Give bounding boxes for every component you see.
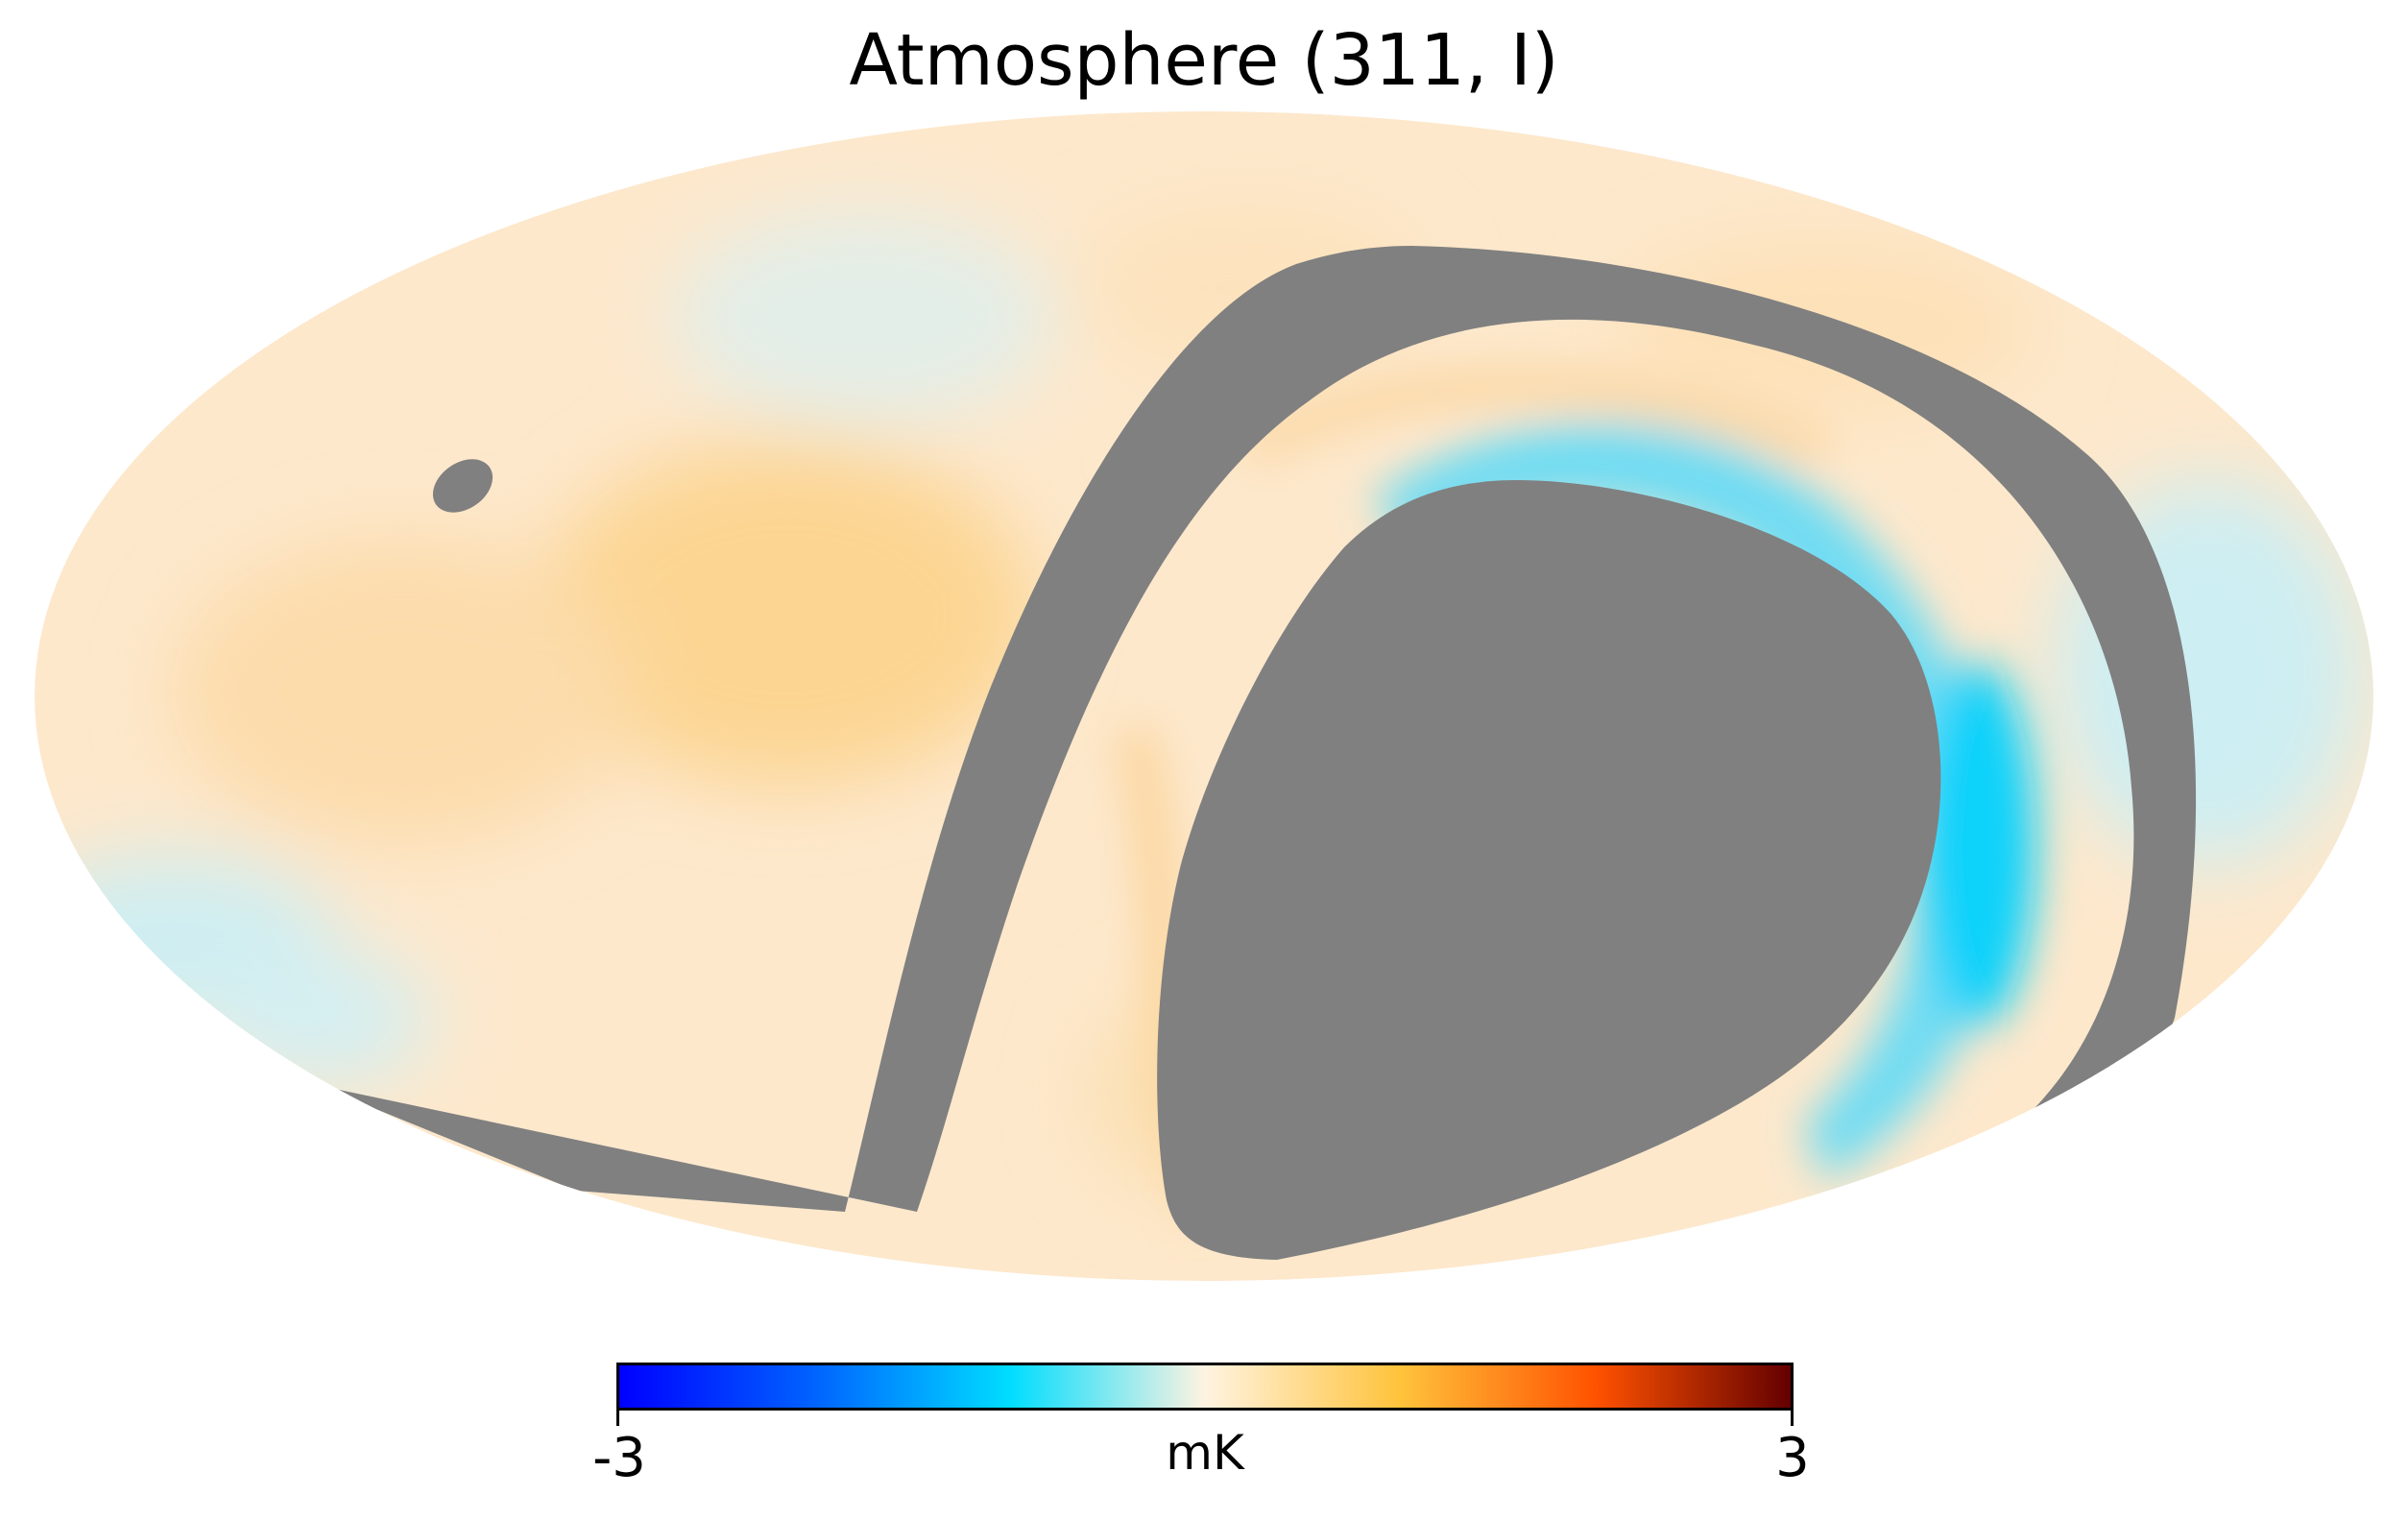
colorbar-max-label: 3 [1775, 1427, 1810, 1489]
colorbar-unit-label: mK [1166, 1425, 1244, 1481]
colorbar-min-label: -3 [592, 1427, 646, 1489]
colorbar-tick-min [616, 1411, 619, 1426]
colorbar-tick-max [1791, 1411, 1794, 1426]
colorbar [616, 1363, 1794, 1411]
map-title: Atmosphere (311, I) [849, 19, 1559, 102]
map-content [35, 111, 2373, 1281]
masked-regions [317, 246, 2197, 1260]
small-mask-spot [432, 459, 494, 513]
large-mask-region [1157, 480, 1941, 1260]
curved-mask-band [317, 246, 2197, 1212]
